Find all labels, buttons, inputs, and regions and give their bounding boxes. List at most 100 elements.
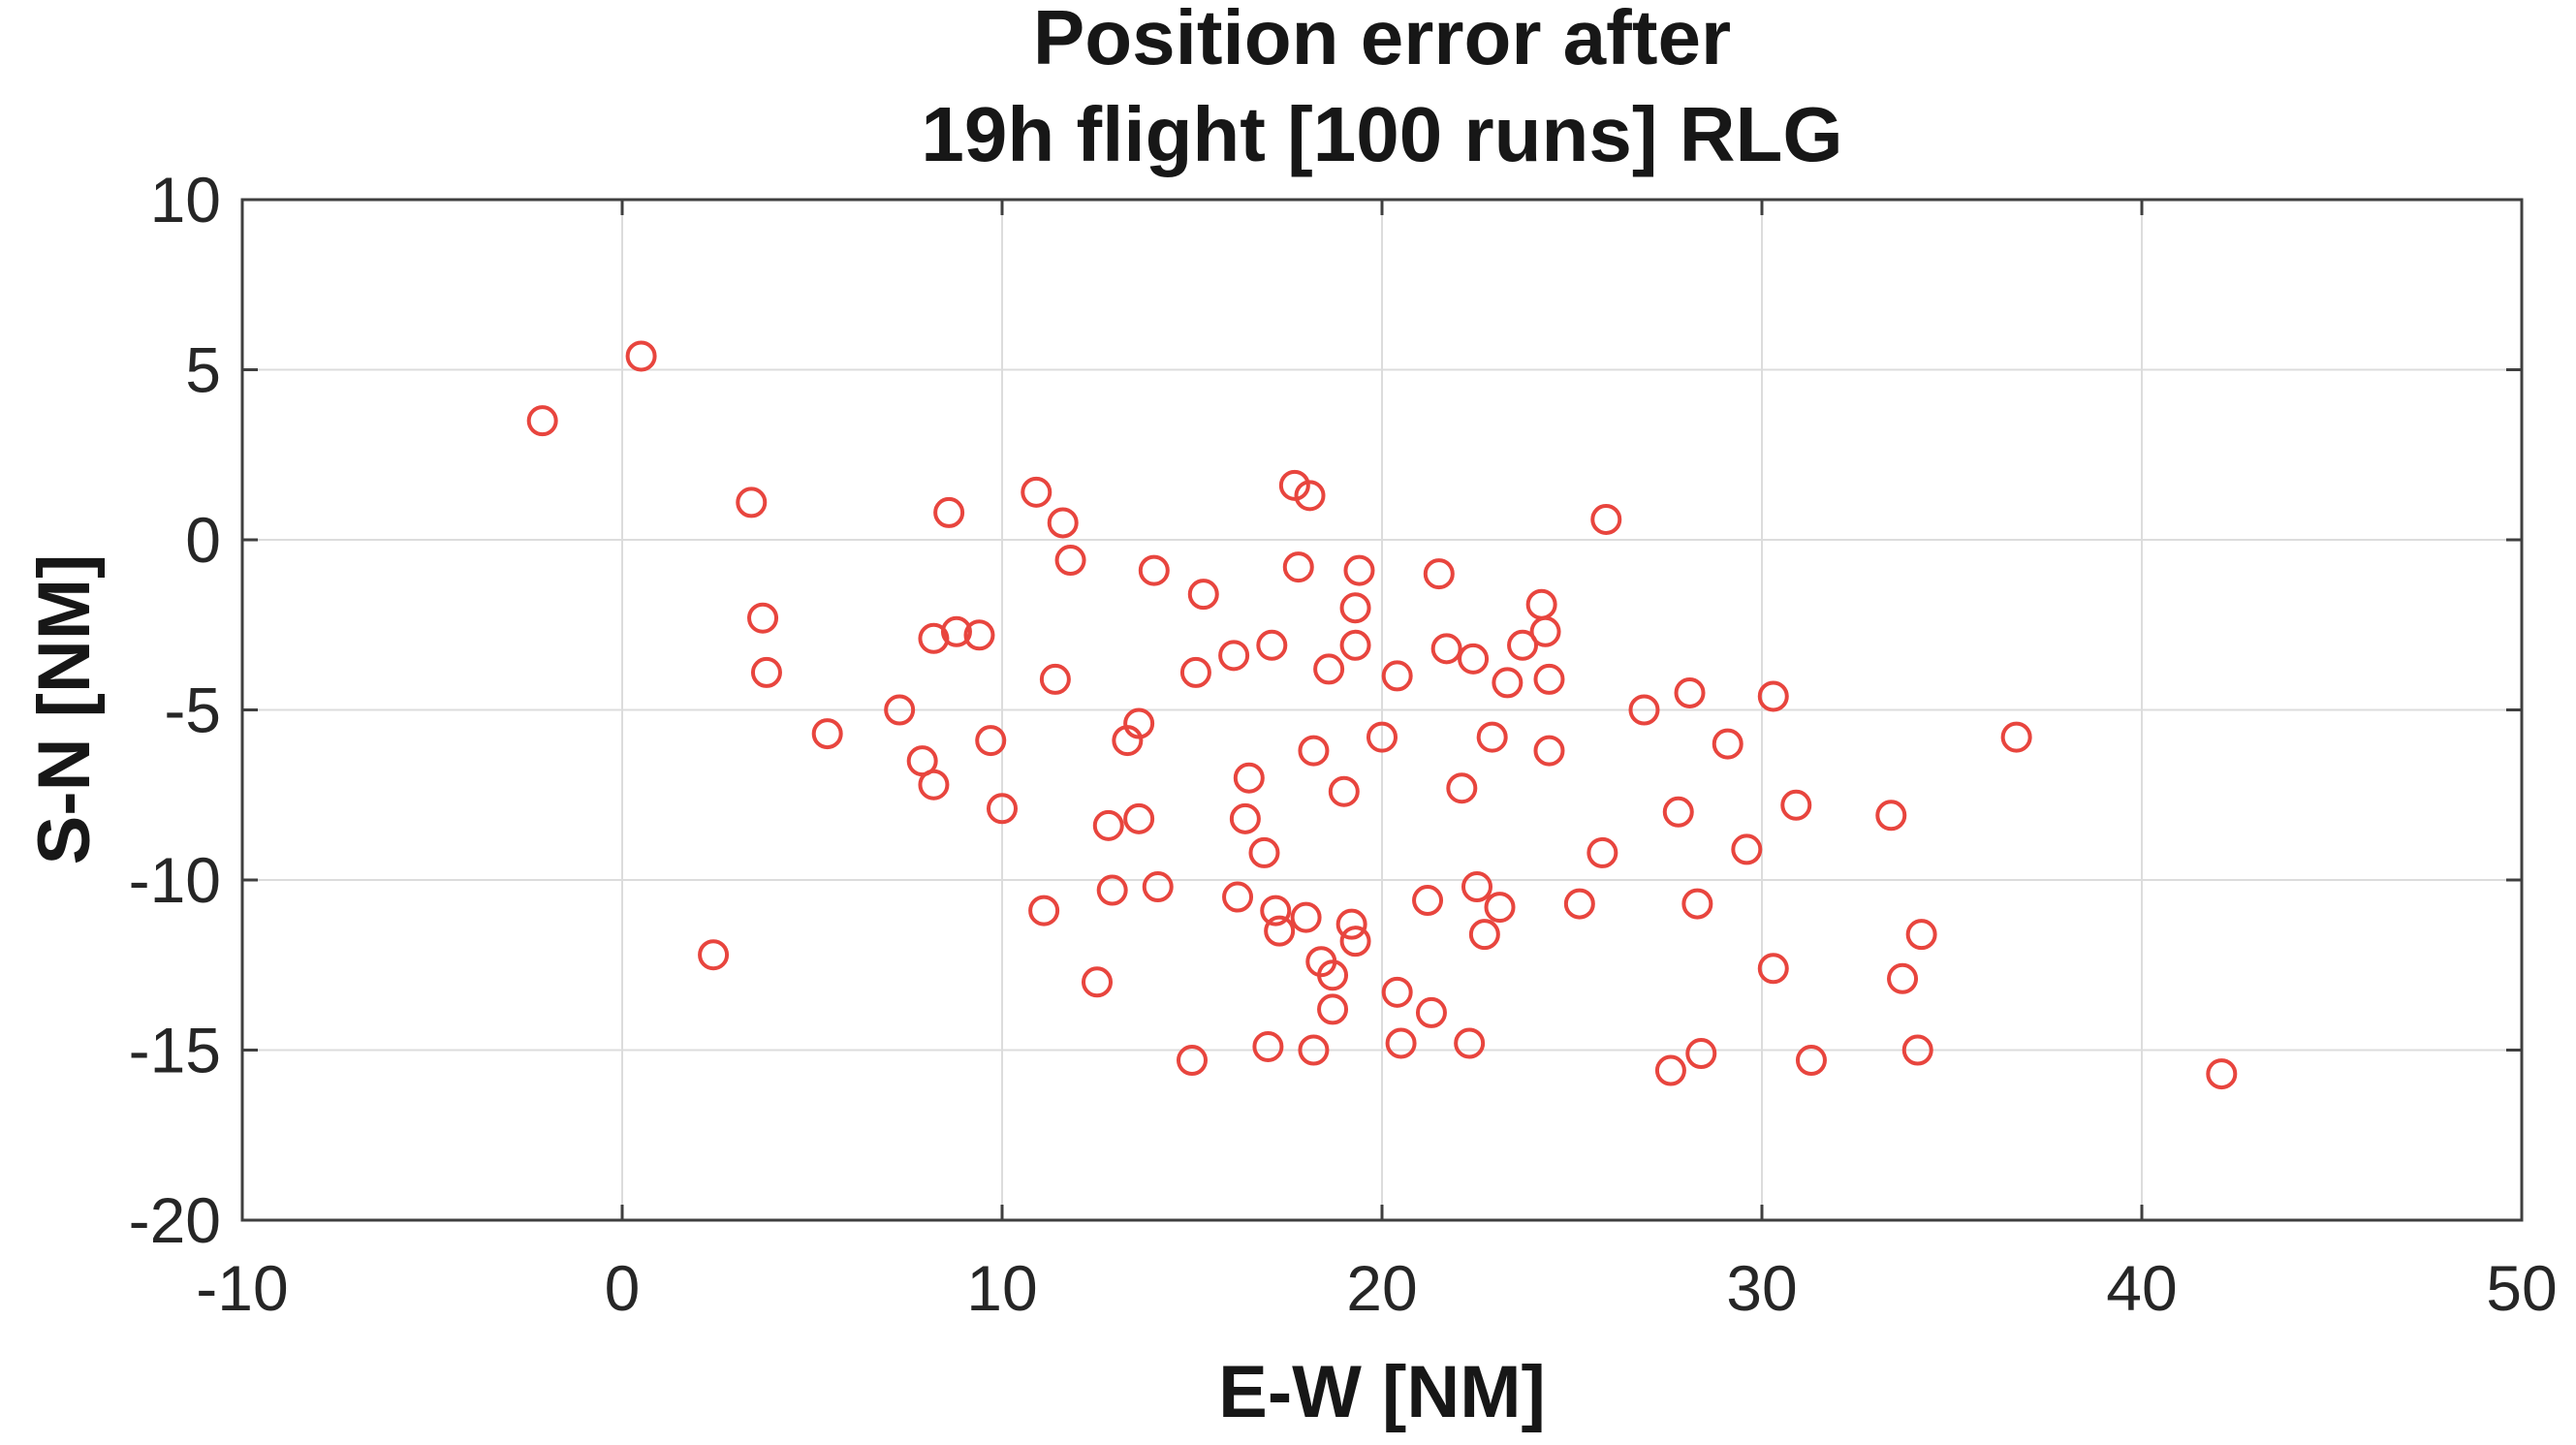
scatter-point xyxy=(1901,1034,1933,1066)
scatter-point xyxy=(1430,633,1462,665)
scatter-point xyxy=(750,656,782,688)
chart-title-line1: Position error after xyxy=(1033,0,1731,80)
scatter-point xyxy=(1628,694,1660,726)
scatter-point xyxy=(1179,656,1211,688)
scatter-point xyxy=(1260,895,1292,927)
scatter-point xyxy=(1138,554,1170,586)
scatter-point xyxy=(1252,1030,1284,1062)
scatter-point xyxy=(1256,629,1288,661)
scatter-point xyxy=(1757,680,1789,712)
scatter-point xyxy=(940,615,972,647)
scatter-point xyxy=(1039,663,1071,695)
scatter-point xyxy=(1222,881,1254,913)
scatter-point xyxy=(1142,871,1174,903)
scatter-point xyxy=(625,340,657,372)
x-tick-label: 0 xyxy=(605,1252,641,1324)
scatter-point xyxy=(1298,1034,1330,1066)
scatter-point xyxy=(1590,503,1622,535)
scatter-point xyxy=(918,622,950,654)
scatter-point xyxy=(1415,996,1447,1028)
scatter-point xyxy=(1586,836,1618,868)
scatter-point xyxy=(1339,629,1371,661)
scatter-point xyxy=(2000,721,2032,753)
scatter-point xyxy=(975,725,1007,757)
scatter-point xyxy=(1092,809,1124,841)
scatter-point xyxy=(1278,469,1310,501)
x-tick-label: 40 xyxy=(2106,1252,2177,1324)
scatter-point xyxy=(1047,507,1079,539)
scatter-point xyxy=(1290,901,1322,933)
scatter-point xyxy=(1468,919,1500,951)
scatter-point xyxy=(1096,874,1128,906)
scatter-point xyxy=(1412,885,1444,917)
scatter-point xyxy=(1757,953,1789,985)
scatter-point xyxy=(933,496,965,528)
scatter-point xyxy=(1328,775,1360,807)
x-tick-label: 30 xyxy=(1726,1252,1797,1324)
scatter-point xyxy=(698,939,730,971)
scatter-point xyxy=(1187,579,1219,611)
scatter-point xyxy=(1423,558,1455,590)
scatter-point xyxy=(1313,653,1345,685)
scatter-point xyxy=(747,602,779,634)
scatter-point xyxy=(1731,833,1763,865)
scatter-point xyxy=(1525,588,1557,620)
scatter-point xyxy=(1780,789,1812,821)
y-tick-label: -10 xyxy=(129,844,221,916)
scatter-point xyxy=(736,487,768,518)
scatter-point xyxy=(1681,888,1713,920)
y-tick-label: -15 xyxy=(129,1015,221,1086)
scatter-point xyxy=(1492,667,1524,699)
x-axis-label: E-W [NM] xyxy=(1218,1351,1546,1433)
scatter-points xyxy=(526,340,2238,1090)
scatter-point xyxy=(1712,728,1744,760)
x-tick-label: 10 xyxy=(966,1252,1037,1324)
scatter-point xyxy=(1054,545,1086,577)
scatter-point xyxy=(1385,1027,1417,1059)
scatter-point xyxy=(1028,895,1060,927)
scatter-point xyxy=(987,793,1018,825)
scatter-point xyxy=(1887,962,1919,994)
scatter-point xyxy=(1367,721,1398,753)
scatter-point xyxy=(1282,551,1314,583)
scatter-point xyxy=(1654,1054,1686,1086)
scatter-point xyxy=(1533,663,1565,695)
scatter-point xyxy=(1662,796,1694,828)
x-tick-label: 50 xyxy=(2486,1252,2557,1324)
scatter-point xyxy=(1123,802,1155,834)
scatter-point xyxy=(1685,1038,1717,1070)
scatter-point xyxy=(1795,1045,1827,1077)
scatter-point xyxy=(1021,476,1052,508)
y-tick-label: -5 xyxy=(164,675,221,746)
scatter-point xyxy=(1381,660,1413,692)
scatter-point xyxy=(811,718,843,750)
scatter-point xyxy=(1461,871,1492,903)
scatter-point xyxy=(1082,966,1113,998)
y-tick-label: 10 xyxy=(150,164,221,236)
scatter-point xyxy=(1218,640,1250,672)
scatter-point xyxy=(1264,915,1296,947)
scatter-point xyxy=(1875,800,1907,832)
scatter-point xyxy=(1317,993,1349,1025)
y-axis-label: S-N [NM] xyxy=(23,554,106,865)
scatter-point xyxy=(1529,615,1561,647)
scatter-point xyxy=(1454,1027,1486,1059)
scatter-point xyxy=(918,769,950,801)
scatter-point xyxy=(1476,721,1508,753)
x-tick-label: -10 xyxy=(196,1252,288,1324)
scatter-point xyxy=(2206,1058,2238,1090)
scatter-point xyxy=(1458,643,1490,675)
plot-border xyxy=(240,198,2524,1222)
scatter-point xyxy=(1317,959,1349,991)
scatter-point xyxy=(1507,629,1539,661)
scatter-point xyxy=(1335,908,1367,940)
y-tick-label: 0 xyxy=(185,504,221,576)
scatter-point xyxy=(1446,772,1478,804)
x-tick-label: 20 xyxy=(1346,1252,1417,1324)
scatter-point xyxy=(1339,592,1371,624)
scatter-point xyxy=(1112,725,1144,757)
scatter-point xyxy=(1533,735,1565,767)
scatter-point xyxy=(884,694,916,726)
